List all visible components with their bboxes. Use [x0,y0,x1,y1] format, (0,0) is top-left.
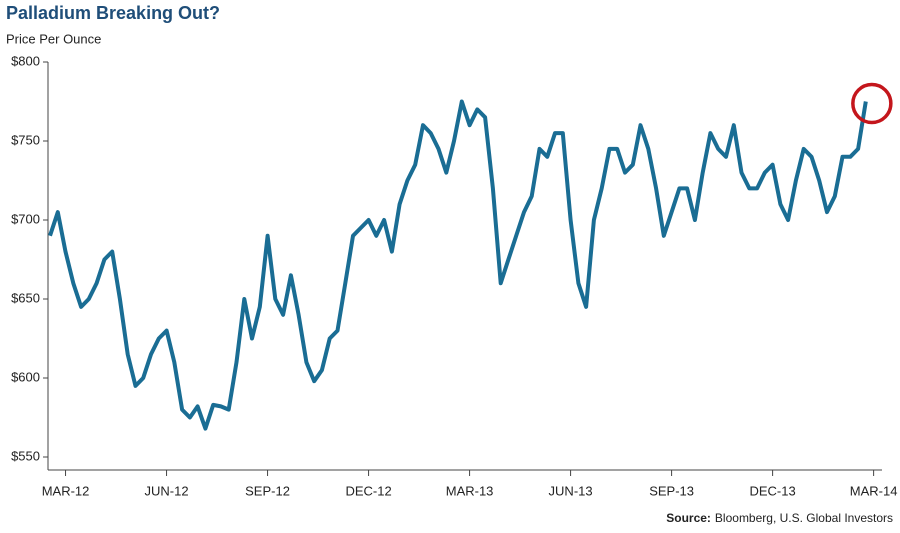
x-tick-label: DEC-13 [749,483,795,498]
y-tick-label: $650 [11,290,40,305]
highlight-circle [851,82,893,125]
y-tick-label: $550 [11,448,40,463]
chart-subtitle: Price Per Ounce [6,31,101,46]
x-tick-label: DEC-12 [345,483,391,498]
x-tick-label: MAR-14 [850,483,898,498]
x-tick-label: SEP-12 [245,483,290,498]
y-tick-label: $750 [11,132,40,147]
x-tick-label: SEP-13 [649,483,694,498]
y-tick-label: $700 [11,211,40,226]
chart-title: Palladium Breaking Out? [6,3,220,23]
x-tick-label: JUN-12 [145,483,189,498]
y-tick-label: $600 [11,369,40,384]
x-tick-label: MAR-13 [446,483,494,498]
source: Bloomberg, U.S. Global Investors [715,511,893,525]
price-line [48,99,868,431]
x-tick-label: JUN-13 [549,483,593,498]
y-tick-label: $800 [11,53,40,68]
x-tick-label: MAR-12 [42,483,90,498]
source-label: Source: [666,511,711,525]
